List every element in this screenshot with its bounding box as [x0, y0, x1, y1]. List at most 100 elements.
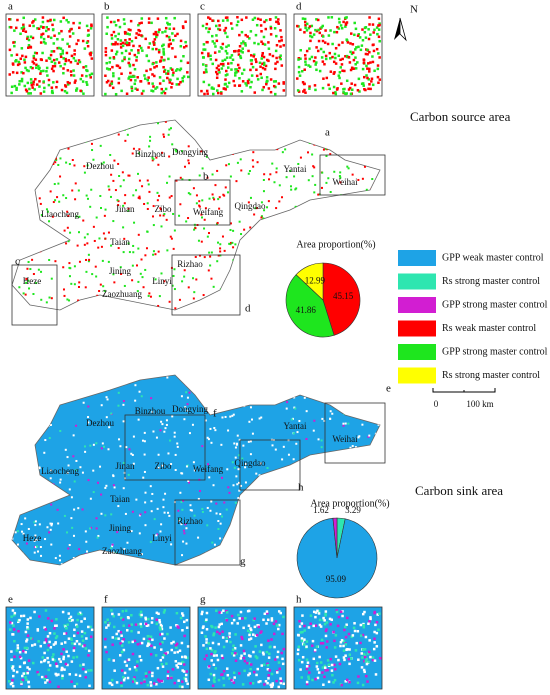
- pixel: [325, 222, 328, 225]
- pixel: [283, 498, 286, 501]
- pixel: [53, 238, 56, 241]
- pixel: [311, 639, 315, 643]
- pixel: [339, 176, 342, 179]
- city-label: Zibo: [155, 461, 172, 471]
- pixel: [324, 212, 327, 215]
- pixel: [16, 142, 19, 145]
- pixel: [334, 46, 338, 50]
- pixel: [347, 88, 351, 91]
- pixel: [338, 76, 341, 80]
- pixel: [149, 139, 152, 142]
- pixel: [39, 41, 43, 44]
- pixel: [268, 550, 271, 553]
- pixel: [358, 36, 362, 39]
- pixel: [281, 196, 284, 199]
- pixel: [365, 253, 368, 256]
- pixel: [207, 438, 210, 441]
- pixel: [364, 26, 368, 29]
- pixel: [337, 17, 341, 21]
- pixel: [342, 639, 346, 643]
- pixel: [217, 625, 221, 629]
- pixel: [206, 436, 209, 439]
- pixel: [28, 287, 31, 290]
- pixel: [233, 302, 236, 305]
- pixel: [262, 179, 265, 182]
- pixel: [374, 673, 378, 676]
- pixel: [120, 89, 123, 93]
- pixel: [217, 19, 220, 23]
- pixel: [206, 506, 209, 509]
- pixel: [172, 247, 175, 250]
- pixel: [314, 56, 317, 59]
- pixel: [34, 58, 38, 61]
- pixel: [325, 197, 328, 200]
- pixel: [52, 58, 56, 62]
- pixel: [111, 65, 114, 69]
- pixel: [197, 497, 200, 500]
- pixel: [313, 136, 316, 139]
- pixel: [90, 72, 94, 76]
- pixel: [211, 34, 214, 38]
- pixel: [200, 51, 204, 55]
- legend-label: Rs strong master control: [442, 276, 540, 287]
- pixel: [313, 166, 316, 169]
- pixel: [45, 311, 47, 313]
- pixel: [87, 260, 90, 263]
- pixel: [308, 47, 311, 50]
- pixel: [57, 61, 61, 64]
- pixel: [32, 273, 35, 276]
- pixel: [239, 131, 242, 134]
- pixel: [292, 458, 295, 461]
- pixel: [150, 617, 154, 620]
- pixel: [98, 305, 101, 308]
- pixel: [249, 226, 252, 229]
- pixel: [21, 54, 24, 58]
- city-label: Weihai: [332, 434, 358, 444]
- pixel: [44, 484, 47, 487]
- pixel: [74, 59, 77, 63]
- pixel: [246, 79, 250, 83]
- pixel: [206, 137, 209, 140]
- pixel: [92, 158, 95, 161]
- pixel: [263, 292, 266, 295]
- pixel: [136, 643, 140, 646]
- pixel: [135, 32, 138, 35]
- pixel: [120, 51, 124, 55]
- pixel: [208, 251, 211, 254]
- pixel: [68, 564, 71, 565]
- pixel: [89, 527, 92, 530]
- pixel: [183, 676, 186, 680]
- pixel: [19, 429, 22, 432]
- pixel: [305, 410, 308, 413]
- pixel: [131, 640, 134, 644]
- pixel: [377, 397, 380, 400]
- pixel: [263, 612, 267, 616]
- pixel: [357, 229, 360, 232]
- pixel: [267, 59, 270, 63]
- pixel: [76, 618, 79, 622]
- pixel: [143, 74, 146, 77]
- city-label: Weifang: [193, 464, 224, 474]
- pixel: [19, 656, 23, 660]
- pixel: [40, 231, 43, 234]
- pixel: [48, 220, 51, 223]
- pixel: [224, 306, 227, 309]
- pixel: [332, 681, 335, 684]
- pixel: [20, 421, 23, 424]
- pixel: [44, 675, 48, 678]
- pixel: [309, 622, 312, 626]
- pixel: [372, 139, 375, 142]
- pixel: [110, 49, 114, 52]
- pixel: [195, 202, 198, 205]
- pixel: [229, 279, 232, 282]
- pixel: [147, 640, 150, 643]
- pixel: [307, 179, 310, 182]
- pixel: [120, 644, 124, 647]
- pixel: [200, 240, 203, 243]
- pixel: [116, 560, 119, 563]
- pixel: [182, 120, 185, 121]
- pixel: [219, 250, 222, 253]
- pixel: [24, 672, 28, 675]
- pixel: [35, 66, 38, 69]
- pixel: [315, 18, 318, 21]
